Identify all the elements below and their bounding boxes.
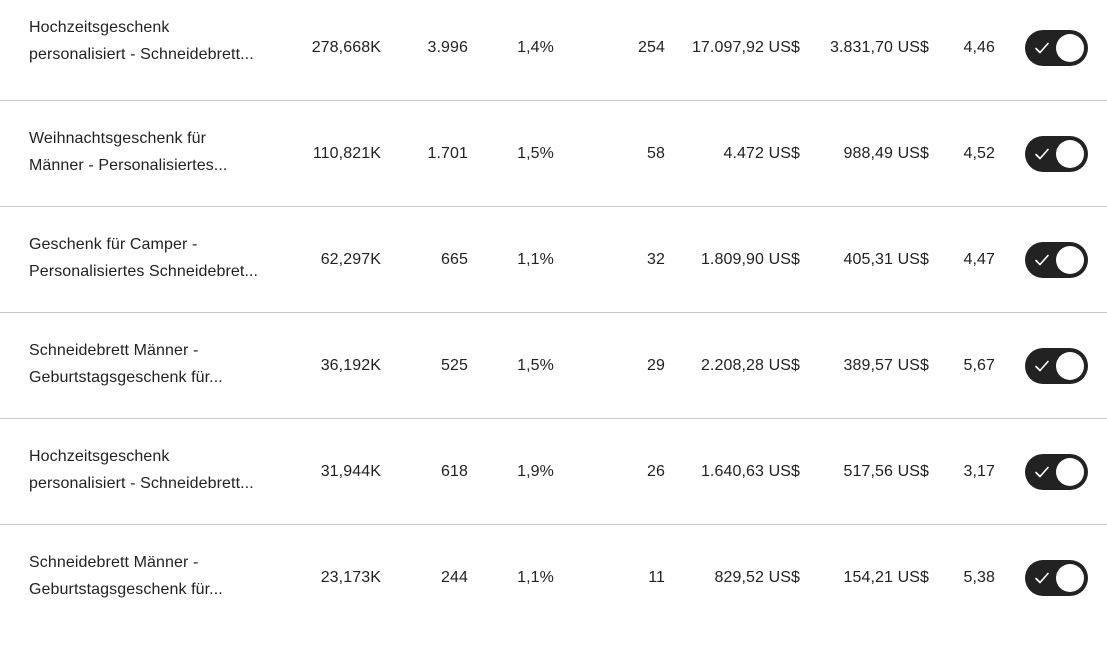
roas-value: 5,38: [963, 569, 995, 586]
views-value: 31,944K: [320, 462, 381, 480]
table-row: Schneidebrett Männer - Geburtstagsgesche…: [0, 313, 1107, 419]
toggle-container: [1025, 0, 1088, 100]
visits-value: 665: [441, 250, 468, 268]
table-row: Geschenk für Camper - Personalisiertes S…: [0, 207, 1107, 313]
toggle-knob: [1056, 245, 1084, 274]
table-row: Hochzeitsgeschenk personalisiert - Schne…: [0, 0, 1107, 101]
spend-value: 389,57 US$: [843, 356, 929, 374]
toggle-container: [1025, 525, 1088, 631]
revenue-value: 1.809,90 US$: [700, 250, 800, 268]
check-icon: [1035, 254, 1049, 265]
revenue-value: 2.208,28 US$: [700, 356, 800, 374]
visits-value: 244: [441, 569, 468, 586]
listing-active-toggle[interactable]: [1025, 241, 1088, 278]
listings-table: Hochzeitsgeschenk personalisiert - Schne…: [0, 0, 1107, 598]
spend-value: 405,31 US$: [843, 250, 929, 268]
roas-value: 4,47: [963, 250, 995, 268]
spend-value: 3.831,70 US$: [829, 38, 929, 56]
toggle-container: [1025, 419, 1088, 524]
revenue-value: 1.640,63 US$: [700, 462, 800, 480]
revenue-value: 4.472 US$: [723, 144, 800, 162]
listing-title-line-2: personalisiert - Schneidebrett...: [29, 46, 254, 63]
check-icon: [1035, 466, 1049, 477]
listing-title-line-2: Geburtstagsgeschenk für...: [29, 581, 223, 598]
toggle-knob: [1056, 457, 1084, 486]
spend-value: 517,56 US$: [843, 462, 929, 480]
visits-value: 618: [441, 462, 468, 480]
conversion-value: 1,1%: [517, 250, 554, 268]
listing-title-line-1: Hochzeitsgeschenk: [29, 19, 170, 36]
roas-value: 4,46: [963, 38, 995, 56]
orders-value: 32: [647, 250, 665, 268]
toggle-container: [1025, 313, 1088, 418]
listing-title-line-1: Schneidebrett Männer -: [29, 342, 199, 359]
toggle-knob: [1056, 564, 1084, 592]
listing-title-line-1: Geschenk für Camper -: [29, 236, 198, 253]
orders-value: 29: [647, 356, 665, 374]
orders-value: 11: [648, 569, 665, 586]
listing-title-line-1: Schneidebrett Männer -: [29, 554, 199, 571]
conversion-value: 1,4%: [517, 38, 554, 56]
check-icon: [1035, 360, 1049, 371]
toggle-knob: [1056, 351, 1084, 380]
visits-value: 3.996: [427, 38, 468, 56]
roas-value: 5,67: [963, 356, 995, 374]
views-value: 23,173K: [320, 569, 381, 586]
listing-active-toggle[interactable]: [1025, 560, 1088, 596]
toggle-knob: [1056, 139, 1084, 168]
listing-title-line-2: personalisiert - Schneidebrett...: [29, 475, 254, 492]
listing-active-toggle[interactable]: [1025, 135, 1088, 172]
conversion-value: 1,5%: [517, 356, 554, 374]
check-icon: [1035, 148, 1049, 159]
views-value: 36,192K: [320, 356, 381, 374]
toggle-container: [1025, 207, 1088, 312]
views-value: 62,297K: [320, 250, 381, 268]
listing-title-line-2: Männer - Personalisiertes...: [29, 157, 228, 174]
conversion-value: 1,9%: [517, 462, 554, 480]
spend-value: 988,49 US$: [843, 144, 929, 162]
visits-value: 525: [441, 356, 468, 374]
listing-title-line-1: Hochzeitsgeschenk: [29, 448, 170, 465]
views-value: 278,668K: [311, 38, 381, 56]
listing-active-toggle[interactable]: [1025, 29, 1088, 66]
listing-title[interactable]: Schneidebrett Männer - Geburtstagsgesche…: [29, 525, 281, 655]
revenue-value: 829,52 US$: [714, 569, 800, 586]
orders-value: 58: [647, 144, 665, 162]
check-icon: [1035, 572, 1049, 584]
conversion-value: 1,1%: [517, 569, 554, 586]
table-row: Weihnachtsgeschenk für Männer - Personal…: [0, 101, 1107, 207]
orders-value: 254: [638, 38, 665, 56]
listing-title-line-2: Personalisiertes Schneidebret...: [29, 263, 259, 280]
listing-title-line-1: Weihnachtsgeschenk für: [29, 130, 207, 147]
table-row: Schneidebrett Männer - Geburtstagsgesche…: [0, 525, 1107, 631]
orders-value: 26: [647, 462, 665, 480]
views-value: 110,821K: [312, 144, 381, 162]
roas-value: 4,52: [963, 144, 995, 162]
table-row: Hochzeitsgeschenk personalisiert - Schne…: [0, 419, 1107, 525]
toggle-container: [1025, 101, 1088, 206]
revenue-value: 17.097,92 US$: [691, 38, 800, 56]
listing-active-toggle[interactable]: [1025, 453, 1088, 490]
spend-value: 154,21 US$: [843, 569, 929, 586]
visits-value: 1.701: [427, 144, 468, 162]
conversion-value: 1,5%: [517, 144, 554, 162]
listing-active-toggle[interactable]: [1025, 347, 1088, 384]
toggle-knob: [1056, 33, 1084, 62]
check-icon: [1035, 42, 1049, 53]
roas-value: 3,17: [963, 462, 995, 480]
listing-title-line-2: Geburtstagsgeschenk für...: [29, 369, 223, 386]
